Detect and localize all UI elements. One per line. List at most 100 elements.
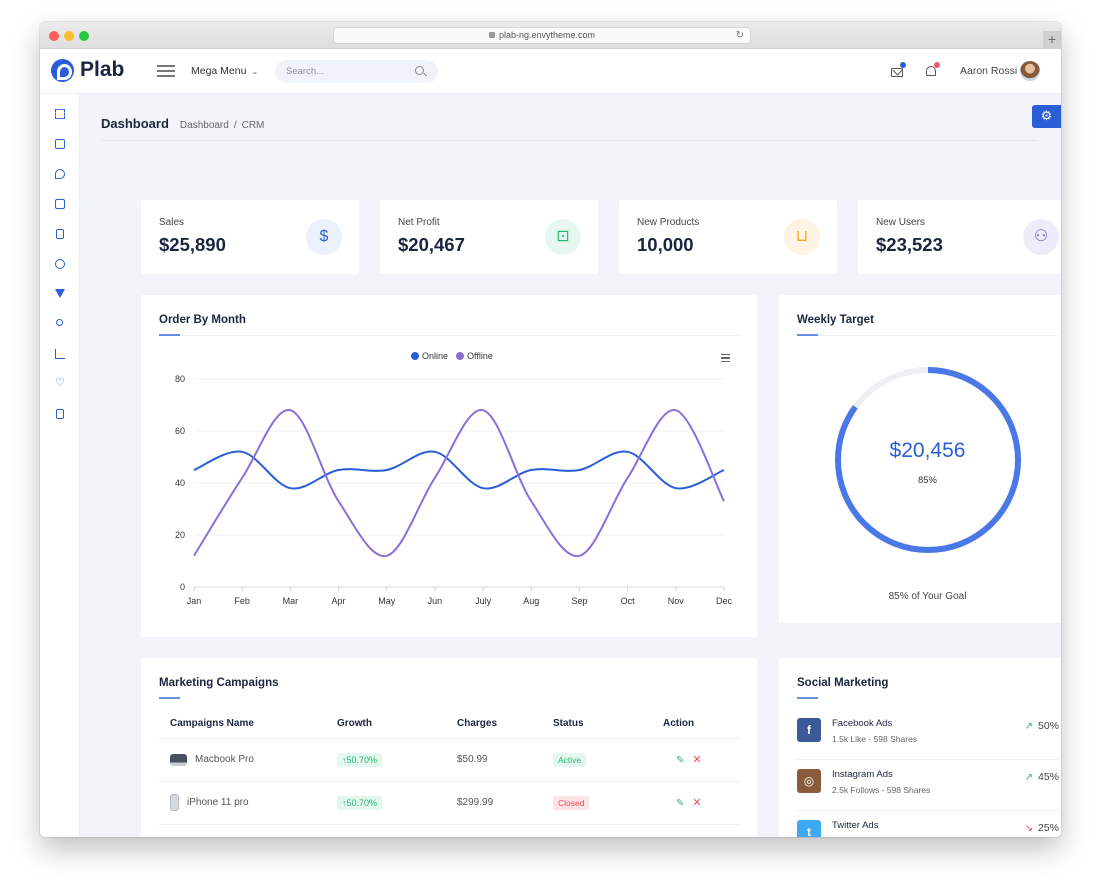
breadcrumb: Dashboard / CRM [179,120,265,131]
delete-icon[interactable]: ✕ [692,797,702,809]
settings-gear-button[interactable]: ⚙ [1032,105,1061,128]
bar-chart-icon[interactable] [55,349,65,359]
weekly-target-ring [835,367,1021,553]
title-underline [797,334,818,336]
x-tick-label: Nov [668,596,685,606]
campaign-name-cell: HeadPhone [159,824,337,837]
table-row: iPhone 11 pro ↑50.70% $299.99 Closed ✎ ✕ [159,781,740,825]
address-text: plab-ng.envytheme.com [498,30,596,40]
campaigns-table: Campaigns Name Growth Charges Status Act… [159,710,740,837]
title-underline [159,334,180,336]
legend-item-offline[interactable]: Offline [456,351,493,361]
edit-icon[interactable]: ✎ [676,798,685,809]
social-marketing-card: Social Marketing f Facebook Ads 1.5k Like … [779,658,1061,837]
series-line-online[interactable] [193,450,725,490]
stat-card: New Users $23,523 ⚇ [858,200,1061,274]
edit-icon[interactable]: ✎ [676,755,685,766]
stat-card: Sales $25,890 $ [141,200,359,274]
avatar[interactable] [1020,61,1040,81]
stat-label: Net Profit [398,217,440,228]
bell-icon[interactable] [926,66,936,76]
column-header: Campaigns Name [159,710,337,739]
x-tick-label: Apr [332,596,346,606]
new-tab-button[interactable]: + [1043,31,1061,49]
x-tick-label: Feb [234,596,250,606]
maximize-window-button[interactable] [79,31,89,41]
mail-notification-dot [900,62,906,68]
chat-icon[interactable] [55,169,65,179]
x-tick-label: Dec [716,596,733,606]
stat-value: $20,467 [398,234,465,255]
search-icon[interactable] [415,66,424,75]
x-tick-label: Oct [621,596,636,606]
breadcrumb-item[interactable]: Dashboard [179,120,229,131]
lock-icon [488,32,495,38]
column-header: Growth [337,710,457,739]
card-title: Order By Month [159,314,246,326]
user-name[interactable]: Aaron Rossi [960,65,1018,77]
trend-up-icon: ↗ [1024,772,1033,783]
facebook-icon: f [797,718,821,742]
logo-icon [51,58,74,82]
target-goal-text: 85% of Your Goal [888,591,967,602]
search-input[interactable] [275,60,438,83]
x-tick-label: Sep [571,596,587,606]
social-stats: 1.5k Like - 598 Shares [832,734,918,744]
mega-menu-dropdown[interactable]: Mega Menu ⌄ [191,65,258,77]
title-underline [159,697,180,699]
stat-value: 10,000 [637,234,694,255]
top-navbar: Plab Mega Menu ⌄ Aaron Rossi [40,49,1061,94]
social-item: ◎ Instagram Ads 2.5k Follows - 598 Shares ↗… [797,760,1059,811]
todo-icon[interactable] [55,199,65,209]
file-icon[interactable] [56,229,64,239]
social-percent: ↗ 45% [1024,771,1059,783]
y-tick-label: 80 [175,374,185,384]
weekly-target-card: Weekly Target $20,456 85% 85% of Your Go… [779,295,1061,623]
table-header-row: Campaigns Name Growth Charges Status Act… [159,710,740,739]
stat-label: New Users [876,217,925,228]
social-percent: ↗ 50% [1024,720,1059,732]
x-tick-label: Jun [428,596,443,606]
minimize-window-button[interactable] [64,31,74,41]
social-stats: 1.1k Like - 598 Shares [832,836,917,837]
document-icon[interactable] [56,409,64,419]
target-value: $20,456 [889,439,966,462]
user-icon[interactable] [56,319,63,326]
page-title: Dashboard [101,116,169,131]
column-header: Charges [457,710,553,739]
dashboard-icon[interactable] [55,109,65,119]
logo[interactable]: Plab [51,58,124,82]
inbox-icon[interactable] [55,139,65,149]
sidebar-search-icon[interactable] [55,259,65,269]
hamburger-menu-icon[interactable] [157,65,175,77]
legend-item-online[interactable]: Online [411,351,448,361]
series-line-offline[interactable] [193,409,725,557]
divider [797,335,1058,336]
heart-icon[interactable]: ♡ [55,377,65,389]
social-name: Instagram Ads [832,769,893,780]
marketing-campaigns-card: Marketing Campaigns Campaigns Name Growt… [141,658,757,837]
sidebar: ♡ [40,94,80,837]
y-tick-label: 20 [175,530,185,540]
address-bar[interactable]: plab-ng.envytheme.com ↻ [333,27,751,44]
table-row: Macbook Pro ↑50.70% $50.99 Active ✎ ✕ [159,738,740,782]
stat-card: Net Profit $20,467 ⊡ [380,200,598,274]
divider [159,335,739,336]
filter-icon[interactable] [55,289,65,298]
twitter-icon: t [797,820,821,837]
campaign-name-cell: iPhone 11 pro [159,781,337,825]
mail-icon[interactable] [891,68,903,77]
order-chart-card: Order By Month Online Offline 0 20 40 60 80 J… [141,295,757,637]
app: Plab Mega Menu ⌄ Aaron Rossi ♡ [40,49,1061,837]
action-cell: ✎✕ [663,781,740,825]
status-cell: Active [553,738,663,782]
close-window-button[interactable] [49,31,59,41]
social-name: Facebook Ads [832,718,893,729]
delete-icon[interactable]: ✕ [692,754,702,766]
social-item: f Facebook Ads 1.5k Like - 598 Shares ↗ 50% [797,709,1059,760]
growth-cell: ↑50.70% [337,781,457,825]
chart-menu-icon[interactable] [721,354,730,364]
social-item: t Twitter Ads 1.1k Like - 598 Shares ↘25% [797,811,1059,837]
x-tick-label: May [378,596,396,606]
reload-icon[interactable]: ↻ [735,30,744,41]
